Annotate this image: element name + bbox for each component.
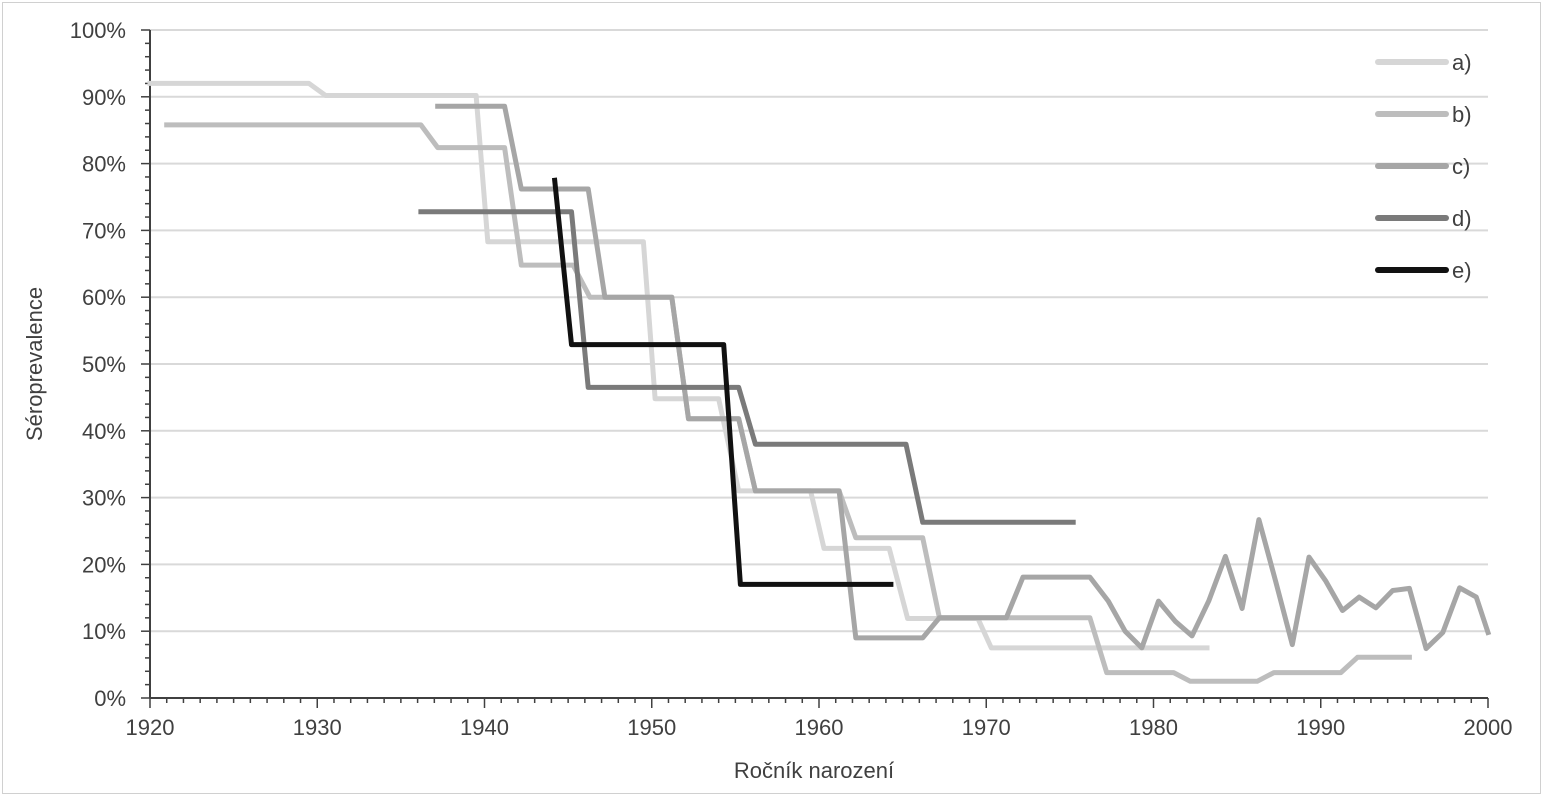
x-tick-label: 1990	[1296, 715, 1345, 740]
series-lines	[147, 80, 1492, 684]
x-tick-label: 1930	[293, 715, 342, 740]
axes: 0% 10% 20% 30% 40% 50% 60% 70% 80% 90% 100% 1920 193…	[70, 18, 1513, 740]
legend-label-3: c)	[1452, 154, 1470, 179]
y-tick-label: 80%	[82, 152, 126, 177]
series-line-3	[435, 103, 1492, 652]
series-line-4	[418, 209, 1076, 525]
x-tick-label: 1920	[126, 715, 175, 740]
series-line-1	[147, 80, 1210, 651]
x-tick-label: 1980	[1129, 715, 1178, 740]
x-tick-label: 1960	[795, 715, 844, 740]
x-tick-label: 2000	[1464, 715, 1513, 740]
x-axis-title: Ročník narození	[734, 758, 894, 783]
y-axis-title: Séroprevalence	[22, 287, 47, 441]
series-line-2	[164, 122, 1412, 684]
y-tick-label: 30%	[82, 486, 126, 511]
x-tick-label: 1950	[627, 715, 676, 740]
y-tick-label: 50%	[82, 352, 126, 377]
legend-label-1: a)	[1452, 50, 1472, 75]
y-tick-label: 100%	[70, 18, 126, 43]
y-tick-label: 20%	[82, 552, 126, 577]
legend-label-2: b)	[1452, 102, 1472, 127]
y-tick-label: 40%	[82, 419, 126, 444]
y-tick-label: 60%	[82, 285, 126, 310]
legend: a) b) c) d) e)	[1375, 50, 1472, 283]
gridlines	[150, 29, 1488, 633]
series-line-5	[551, 177, 894, 587]
y-tick-label: 90%	[82, 85, 126, 110]
x-tick-label: 1940	[460, 715, 509, 740]
legend-label-4: d)	[1452, 206, 1472, 231]
y-tick-label: 0%	[94, 686, 126, 711]
y-tick-label: 70%	[82, 218, 126, 243]
y-tick-label: 10%	[82, 619, 126, 644]
x-tick-label: 1970	[962, 715, 1011, 740]
legend-label-5: e)	[1452, 258, 1472, 283]
